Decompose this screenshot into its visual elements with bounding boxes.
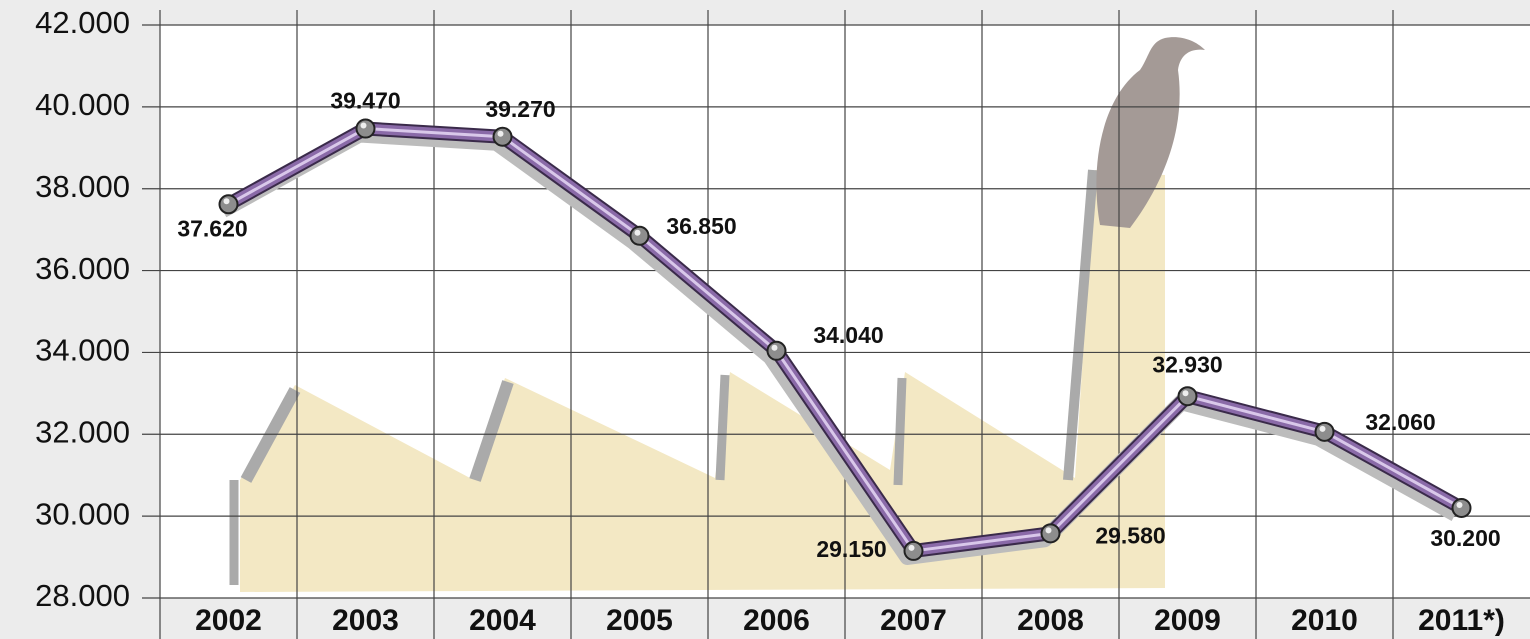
point bbox=[766, 340, 787, 361]
value-label: 37.620 bbox=[177, 215, 247, 241]
x-tick-label: 2007 bbox=[880, 604, 947, 637]
x-tick-label: 2002 bbox=[195, 604, 262, 637]
point bbox=[1314, 421, 1335, 442]
value-label: 29.580 bbox=[1095, 522, 1165, 548]
y-tick-label: 28.000 bbox=[35, 578, 130, 613]
point bbox=[1451, 497, 1472, 518]
line-highlight bbox=[227, 127, 1463, 553]
x-tick-label: 2005 bbox=[606, 604, 673, 637]
point-shine bbox=[908, 544, 915, 551]
point bbox=[1040, 523, 1061, 544]
point-shine bbox=[1456, 501, 1463, 508]
point-shine bbox=[1182, 390, 1189, 397]
point bbox=[355, 118, 376, 139]
factory-illustration bbox=[229, 37, 1205, 592]
x-tick-label: 2003 bbox=[332, 604, 399, 637]
x-tick-label: 2009 bbox=[1154, 604, 1221, 637]
point bbox=[492, 126, 513, 147]
x-tick-label: 2006 bbox=[743, 604, 810, 637]
value-label: 36.850 bbox=[666, 213, 736, 239]
point bbox=[1177, 386, 1198, 407]
point bbox=[218, 194, 239, 215]
value-label: 39.270 bbox=[485, 96, 555, 122]
x-tick-label: 2004 bbox=[469, 604, 536, 637]
point-shine bbox=[1045, 527, 1052, 534]
x-tick-label: 2010 bbox=[1291, 604, 1358, 637]
y-tick-label: 36.000 bbox=[35, 251, 130, 286]
y-tick-label: 40.000 bbox=[35, 87, 130, 122]
value-label: 39.470 bbox=[330, 88, 400, 114]
y-tick-label: 34.000 bbox=[35, 333, 130, 368]
value-label: 32.930 bbox=[1152, 351, 1222, 377]
point-shine bbox=[634, 229, 641, 236]
point-shine bbox=[497, 130, 504, 137]
point-shine bbox=[360, 122, 367, 129]
y-tick-label: 32.000 bbox=[35, 414, 130, 449]
y-tick-label: 42.000 bbox=[35, 5, 130, 40]
point-shine bbox=[771, 344, 778, 351]
value-label: 29.150 bbox=[816, 536, 886, 562]
point-shine bbox=[223, 198, 230, 205]
value-label: 34.040 bbox=[813, 322, 883, 348]
point bbox=[903, 540, 924, 561]
y-tick-label: 30.000 bbox=[35, 496, 130, 531]
value-label: 32.060 bbox=[1365, 409, 1435, 435]
point bbox=[629, 225, 650, 246]
value-label: 30.200 bbox=[1430, 525, 1500, 551]
point-shine bbox=[1319, 425, 1326, 432]
y-tick-label: 38.000 bbox=[35, 169, 130, 204]
x-tick-label: 2011*) bbox=[1418, 604, 1505, 637]
x-tick-label: 2008 bbox=[1017, 604, 1084, 637]
